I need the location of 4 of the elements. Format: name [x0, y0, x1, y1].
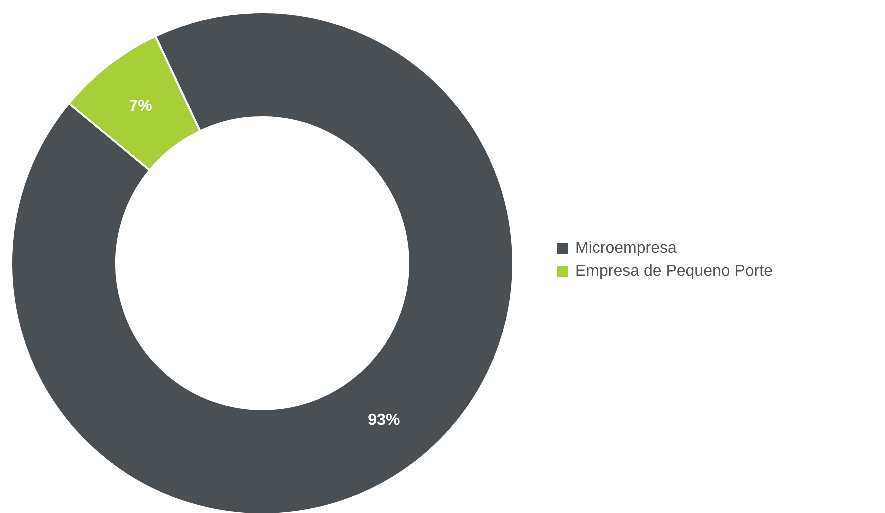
data-label: 7% — [129, 98, 152, 116]
data-label: 93% — [368, 412, 400, 429]
legend-label: Empresa de Pequeno Porte — [576, 263, 774, 280]
legend-label: Microempresa — [576, 240, 677, 257]
